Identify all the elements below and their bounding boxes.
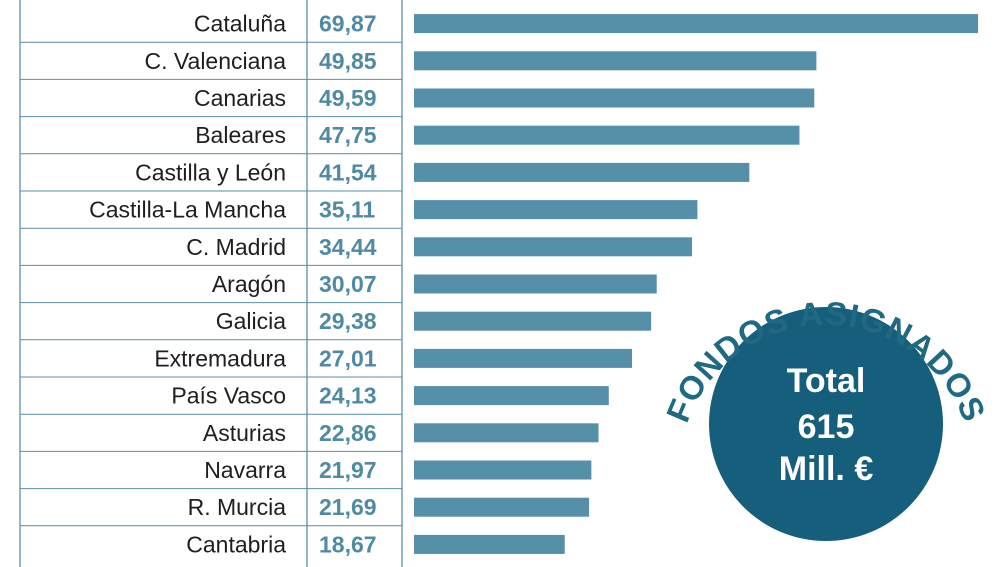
bar [414, 51, 817, 71]
row-label: Extremadura [154, 345, 286, 371]
bar [414, 497, 590, 517]
row-value-label: 41,54 [319, 159, 377, 185]
row-label: Navarra [204, 457, 286, 483]
row-value-label: 21,97 [319, 457, 377, 483]
total-circle [709, 307, 943, 541]
row-label: Castilla-La Mancha [89, 197, 286, 223]
row-label: Baleares [195, 122, 286, 148]
row-value-label: 21,69 [319, 494, 377, 520]
row-value-label: 18,67 [319, 531, 377, 557]
row-value-label: 22,86 [319, 420, 377, 446]
row-label: Cantabria [186, 531, 286, 557]
bar [414, 125, 800, 145]
row-label: Aragón [212, 271, 286, 297]
bar [414, 311, 652, 331]
bar [414, 200, 698, 220]
bar [414, 348, 633, 368]
row-value-label: 27,01 [319, 345, 377, 371]
chart-rows: Cataluña 69,87 C. Valenciana 49,85 Canarias 4… [20, 11, 978, 557]
row-label: R. Murcia [188, 494, 287, 520]
row-value-label: 49,59 [319, 85, 377, 111]
bar [414, 162, 750, 182]
row-label: Asturias [203, 420, 286, 446]
total-label: Total [787, 362, 866, 400]
row-value-label: 47,75 [319, 122, 377, 148]
row-label: País Vasco [171, 383, 286, 409]
row-value-label: 24,13 [319, 383, 377, 409]
bar [414, 460, 592, 480]
bar [414, 88, 815, 108]
row-value-label: 30,07 [319, 271, 377, 297]
row-value-label: 34,44 [319, 234, 377, 260]
bar [414, 386, 609, 406]
row-label: C. Madrid [186, 234, 286, 260]
bar [414, 534, 565, 554]
bar [414, 274, 657, 294]
bar [414, 423, 599, 443]
row-value-label: 49,85 [319, 48, 377, 74]
total-amount: 615 [798, 408, 855, 446]
bar [414, 237, 693, 257]
row-label: Cataluña [194, 11, 286, 37]
row-value-label: 69,87 [319, 11, 377, 37]
row-label: C. Valenciana [145, 48, 287, 74]
row-label: Castilla y León [135, 159, 286, 185]
row-label: Galicia [216, 308, 287, 334]
row-value-label: 29,38 [319, 308, 377, 334]
bar [414, 14, 978, 34]
row-value-label: 35,11 [319, 197, 375, 223]
total-unit: Mill. € [779, 450, 874, 488]
row-label: Canarias [194, 85, 286, 111]
total-badge: FONDOS ASIGNADOS Total 615 Mill. € [659, 294, 992, 541]
